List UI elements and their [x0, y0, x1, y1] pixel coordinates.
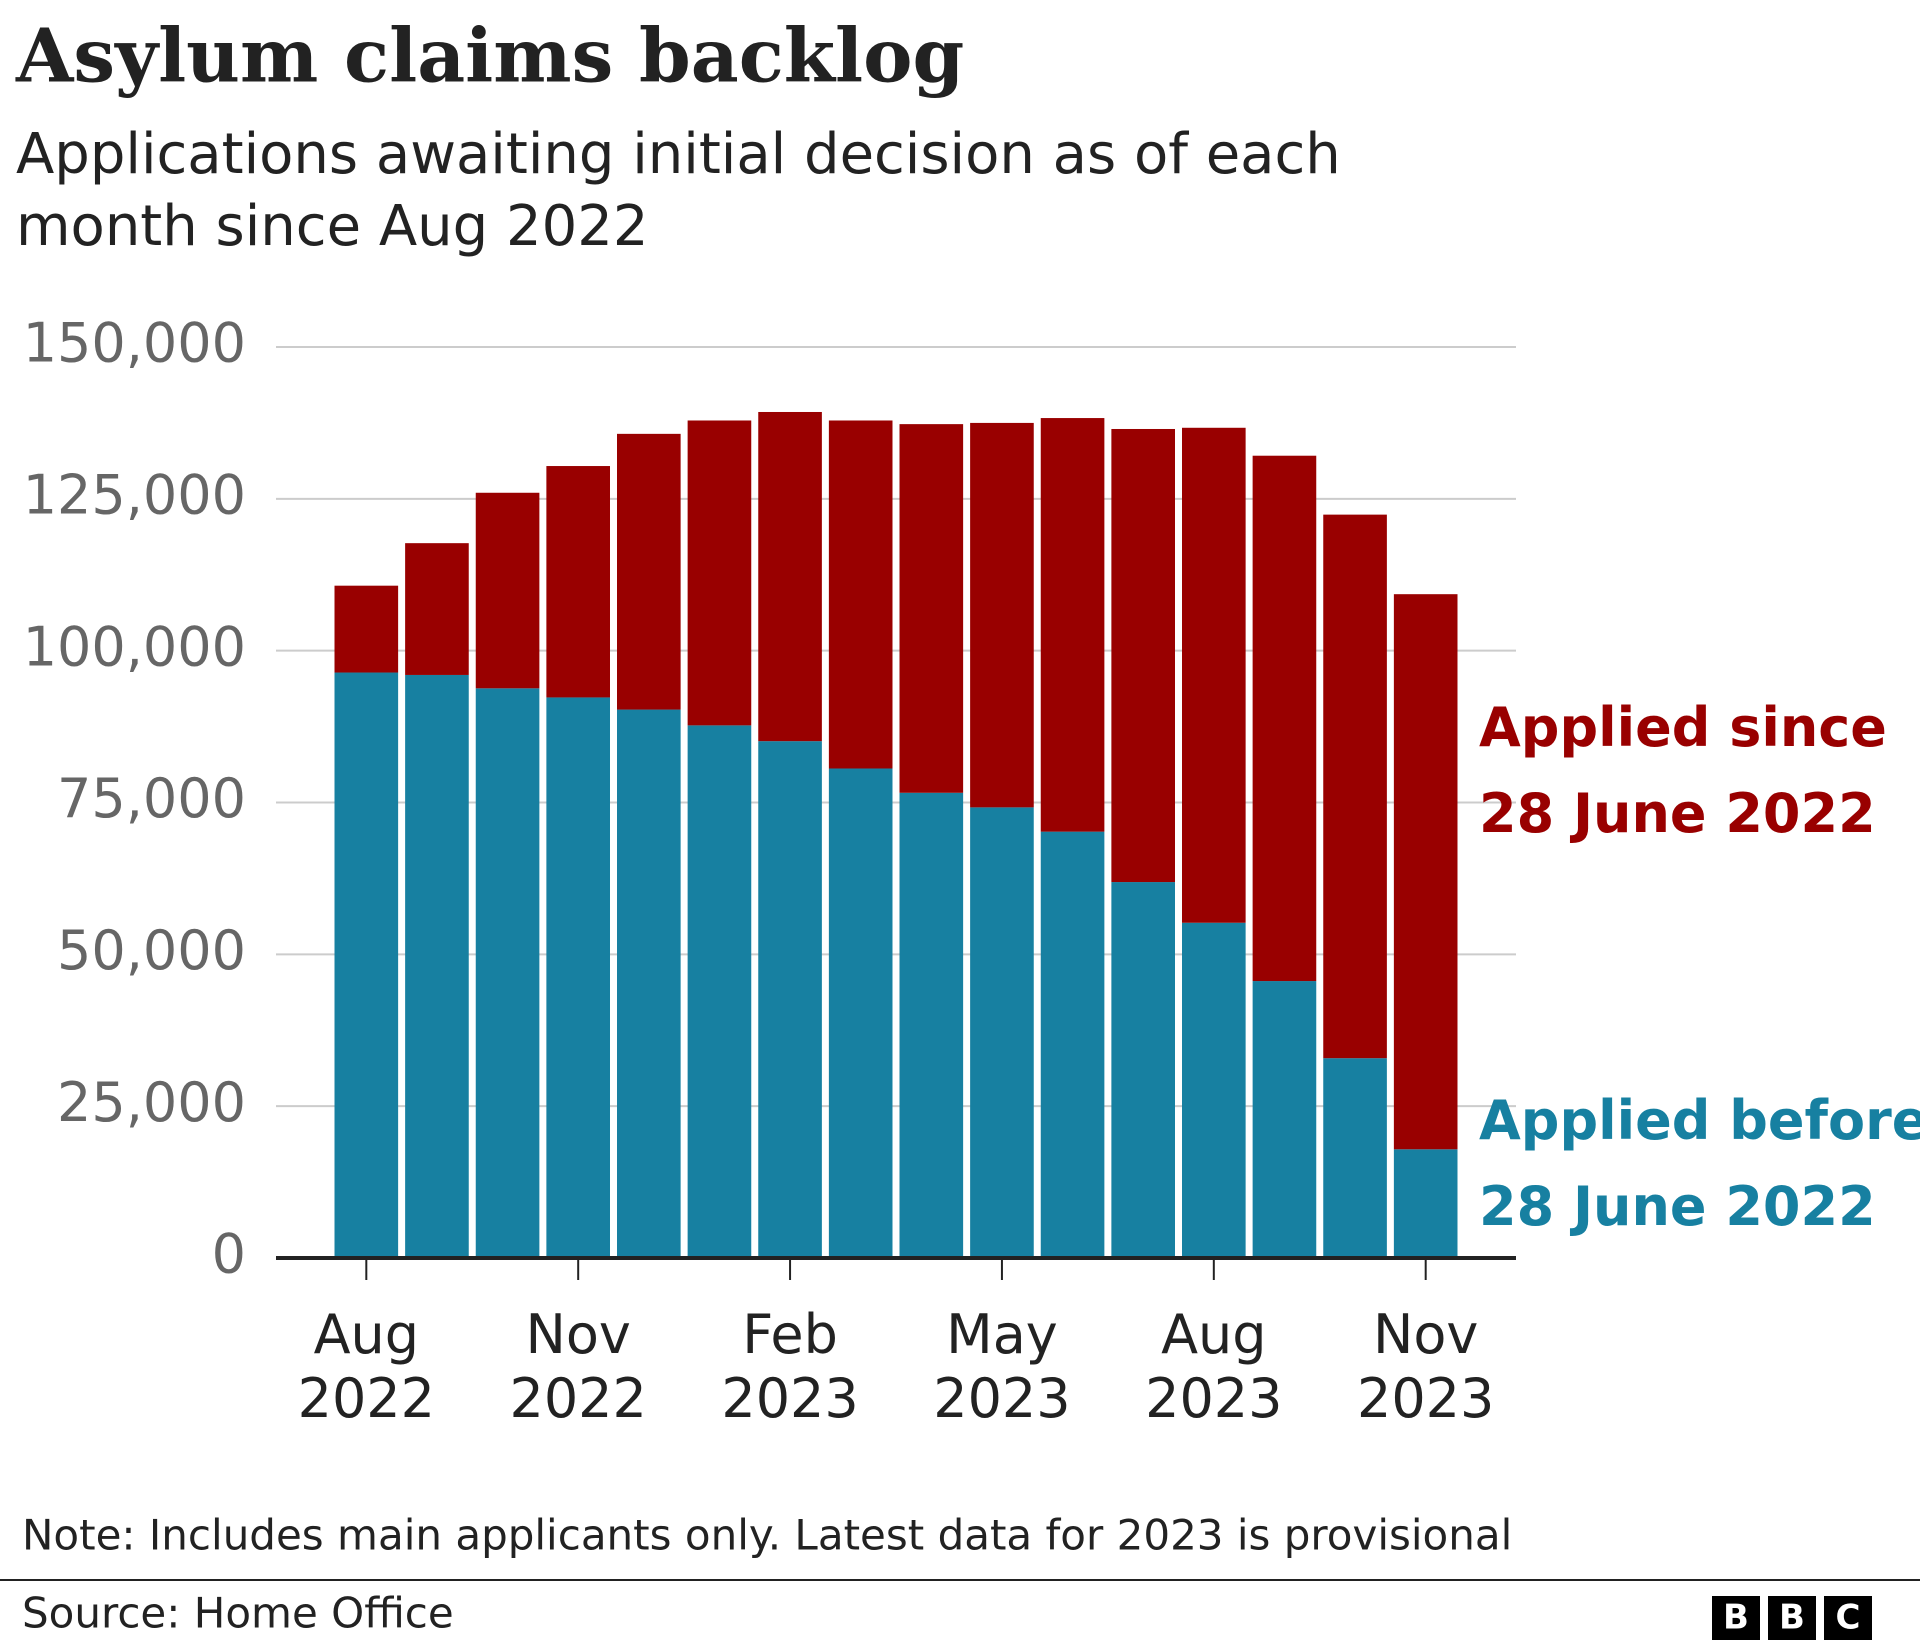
logo-letter: B — [1723, 1598, 1749, 1638]
x-tick-label: Feb 2023 — [721, 1303, 858, 1430]
bar-segment — [687, 725, 752, 1258]
y-tick-label: 150,000 — [23, 312, 246, 375]
bar-segment — [334, 672, 399, 1258]
chart-title: Asylum claims backlog — [15, 14, 964, 100]
bar-segment — [1040, 831, 1105, 1258]
logo-box — [1712, 1596, 1760, 1640]
y-tick-label: 125,000 — [23, 463, 246, 526]
bar-segment — [828, 768, 893, 1258]
legend-label: Applied since 28 June 2022 — [1479, 696, 1887, 845]
source: Source: Home Office — [22, 1589, 454, 1638]
bar-segment — [405, 543, 469, 675]
logo-letter: C — [1836, 1598, 1861, 1638]
bar-segment — [1111, 428, 1175, 883]
bar-segment — [617, 709, 681, 1258]
bar-segment — [334, 585, 399, 673]
bar-segment — [1182, 427, 1246, 923]
bar-segment — [970, 807, 1034, 1258]
logo-letter: B — [1779, 1598, 1805, 1638]
y-tick-label: 25,000 — [57, 1071, 246, 1134]
bar-segment — [1323, 514, 1387, 1059]
bar-segment — [1393, 1149, 1458, 1258]
bar-segment — [405, 674, 469, 1258]
bar-segment — [758, 411, 822, 742]
bar-segment — [970, 422, 1034, 808]
bar-segment — [1182, 922, 1246, 1258]
logo-box — [1824, 1596, 1872, 1640]
bar-segment — [475, 492, 540, 689]
bar-segment — [1111, 882, 1175, 1258]
bar-segment — [899, 424, 964, 793]
x-tick-label: Nov 2023 — [1357, 1303, 1494, 1430]
x-tick-label: Aug 2022 — [298, 1303, 435, 1430]
bar-segment — [1252, 981, 1317, 1258]
bar-segment — [1040, 418, 1105, 832]
logo-box — [1768, 1596, 1816, 1640]
legend-label: Applied before 28 June 2022 — [1479, 1089, 1920, 1238]
chart-subtitle: Applications awaiting initial decision a… — [16, 122, 1341, 259]
x-tick-label: Nov 2022 — [509, 1303, 646, 1430]
bar-segment — [475, 688, 540, 1258]
y-tick-label: 100,000 — [23, 615, 246, 678]
x-tick-label: Aug 2023 — [1145, 1303, 1282, 1430]
x-tick-label: May 2023 — [933, 1303, 1070, 1430]
y-tick-label: 50,000 — [57, 919, 246, 982]
bar-segment — [828, 420, 893, 769]
bar-segment — [546, 697, 610, 1258]
y-tick-label: 75,000 — [57, 767, 246, 830]
note: Note: Includes main applicants only. Lat… — [22, 1511, 1512, 1560]
bar-segment — [1323, 1058, 1387, 1258]
bar-segment — [758, 741, 822, 1258]
bar-segment — [546, 466, 610, 698]
bar-segment — [899, 792, 964, 1258]
bar-segment — [1393, 594, 1458, 1150]
bar-segment — [1252, 455, 1317, 982]
bar-segment — [617, 433, 681, 710]
y-tick-label: 0 — [212, 1223, 246, 1286]
bar-segment — [687, 420, 752, 726]
